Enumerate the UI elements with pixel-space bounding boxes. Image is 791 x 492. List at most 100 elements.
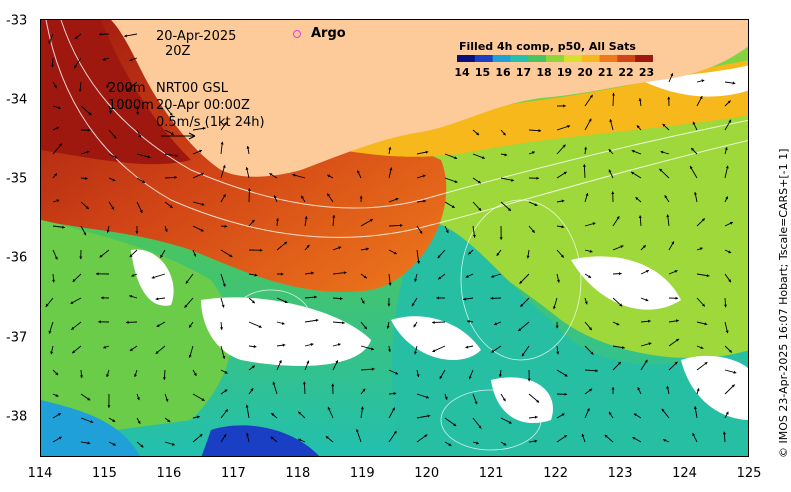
argo-float-icon[interactable] [293, 30, 301, 38]
sst-cold-west [41, 400, 140, 456]
current-vector-head [663, 439, 667, 442]
current-vector-head [360, 406, 364, 410]
current-vector-head [306, 244, 310, 248]
current-vector-head [357, 170, 360, 174]
current-vector-head [371, 367, 375, 371]
current-vector-head [106, 85, 110, 89]
current-vector-head [660, 150, 664, 154]
colorbar-tick-label: 15 [474, 66, 491, 79]
current-vector-head [220, 327, 224, 330]
credit-text: © IMOS 23-Apr-2025 16:07 Hobart; Tscale=… [777, 148, 790, 458]
current-vector-head [79, 256, 83, 260]
colorbar-segment [492, 55, 511, 62]
sst-shelf-band [341, 60, 748, 157]
current-vector-head [184, 304, 188, 308]
x-tick-label: 124 [672, 466, 697, 481]
current-vector-head [659, 168, 663, 172]
current-vector-head [55, 394, 59, 397]
current-vector-head [225, 409, 228, 413]
current-vector-head [151, 275, 155, 279]
current-vector-head [59, 143, 62, 147]
current-vector-head [54, 173, 57, 177]
current-vector-head [311, 271, 314, 275]
current-vector-head [616, 216, 620, 220]
current-vector-head [692, 433, 696, 437]
current-vector-head [729, 349, 732, 353]
y-tick-label: -37 [6, 330, 28, 346]
current-vector-head [84, 176, 88, 180]
current-vector-head [675, 296, 679, 300]
current-vector-head [253, 345, 257, 349]
current-vector-head [476, 132, 479, 136]
current-vector-head [45, 303, 49, 307]
current-vector-head [185, 280, 189, 284]
current-vector-head [463, 297, 466, 301]
current-vector-head [165, 398, 169, 402]
current-vector-head [611, 387, 615, 390]
current-vector-head [494, 322, 497, 326]
sst-map[interactable] [40, 19, 749, 457]
current-vector-head [701, 218, 705, 222]
y-tick-label: -35 [6, 171, 28, 187]
current-vector-head [222, 283, 226, 287]
current-vector-head [612, 92, 615, 96]
current-vector-head [527, 378, 531, 382]
current-vector-head [584, 146, 588, 150]
current-vector-head [147, 155, 151, 159]
current-vector-head [310, 343, 314, 347]
current-vector-head [476, 441, 479, 445]
current-vector-head [531, 229, 535, 233]
current-vector-head [250, 388, 254, 392]
current-vector-head [699, 247, 703, 251]
current-vector-head [531, 151, 535, 155]
contour-eddy [440, 389, 542, 451]
current-vector-head [106, 229, 110, 233]
current-vector-head [536, 399, 540, 403]
current-vector-head [722, 431, 726, 435]
current-vector-head [389, 167, 393, 171]
current-vector-head [728, 119, 731, 123]
current-vector-head [477, 180, 481, 184]
current-vector-head [725, 411, 729, 415]
current-vector-head [78, 89, 82, 92]
current-vector-head [386, 325, 390, 329]
current-vector-head [581, 433, 585, 437]
sst-cool-eddy [392, 220, 748, 456]
current-vector-head [90, 420, 94, 423]
current-vector-head [432, 320, 435, 324]
current-vector-head [281, 321, 285, 325]
current-vector-head [567, 125, 571, 128]
current-vector-head [417, 260, 421, 264]
current-vector-head [536, 176, 539, 180]
current-vector-head [588, 275, 592, 278]
current-vector-head [164, 229, 168, 232]
current-vector-head [101, 296, 104, 300]
current-vector-head [427, 414, 431, 418]
current-vector-head [728, 250, 732, 254]
current-vector-head [732, 81, 736, 85]
current-vector-head [561, 413, 565, 417]
current-vector-head [499, 237, 503, 240]
current-vector-head [272, 381, 276, 385]
current-vector-head [582, 164, 586, 167]
current-vector-head [662, 123, 666, 127]
current-vector-head [648, 342, 652, 346]
current-vector-head [618, 361, 621, 365]
current-vector-head [692, 121, 696, 125]
current-vector-head [564, 392, 568, 396]
current-vector-head [701, 79, 705, 83]
current-vector-head [361, 300, 365, 304]
current-vector-head [196, 415, 200, 419]
current-vector-head [306, 360, 310, 364]
current-vector-head [200, 228, 204, 232]
current-vector-head [126, 88, 130, 91]
current-vector-head [327, 406, 331, 410]
cloud-patch [641, 65, 748, 97]
current-vector-head [222, 355, 226, 359]
current-vector-head [156, 324, 160, 327]
current-vector-head [636, 125, 640, 129]
current-vector-head [496, 252, 500, 256]
current-vector-head [723, 304, 727, 308]
current-vector-head [102, 57, 106, 61]
scale-arrow-icon [161, 132, 196, 140]
